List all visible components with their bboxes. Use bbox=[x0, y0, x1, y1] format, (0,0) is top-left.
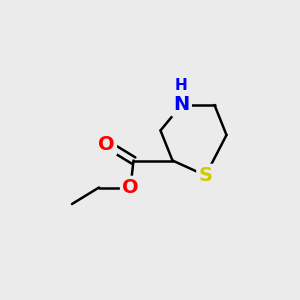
Text: H: H bbox=[175, 78, 188, 93]
Text: O: O bbox=[122, 178, 139, 197]
Text: N: N bbox=[173, 95, 190, 115]
Text: S: S bbox=[199, 166, 212, 185]
Text: O: O bbox=[98, 134, 115, 154]
